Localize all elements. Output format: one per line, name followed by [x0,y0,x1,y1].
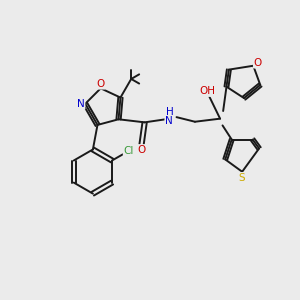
Text: O: O [254,58,262,68]
Text: OH: OH [199,86,215,96]
Text: O: O [137,145,146,155]
Text: H: H [166,107,174,117]
Text: S: S [239,173,245,183]
Text: N: N [165,116,173,126]
Text: O: O [97,79,105,89]
Text: Cl: Cl [124,146,134,156]
Text: N: N [77,99,85,109]
